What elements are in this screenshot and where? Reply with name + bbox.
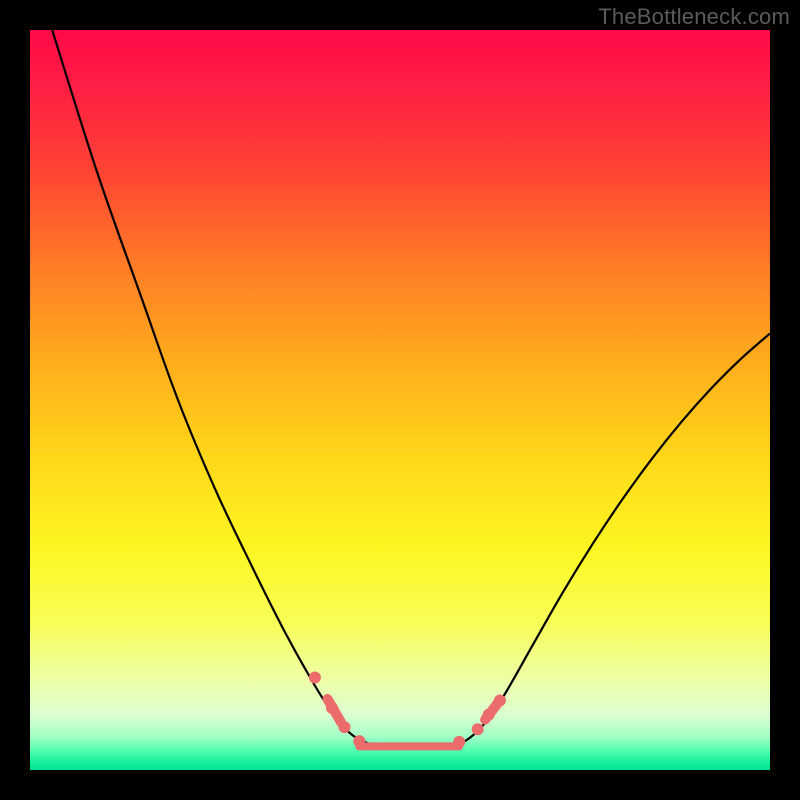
marker-dot (494, 694, 506, 706)
marker-dot (326, 702, 338, 714)
watermark-text: TheBottleneck.com (598, 4, 790, 30)
marker-dot (483, 709, 495, 721)
chart-frame: TheBottleneck.com (0, 0, 800, 800)
plot-area (30, 30, 770, 770)
gradient-background (30, 30, 770, 770)
bottleneck-curve-chart (30, 30, 770, 770)
marker-dot (353, 735, 365, 747)
marker-dot (453, 736, 465, 748)
marker-dot (339, 721, 351, 733)
marker-dot (472, 723, 484, 735)
marker-dot (309, 672, 321, 684)
